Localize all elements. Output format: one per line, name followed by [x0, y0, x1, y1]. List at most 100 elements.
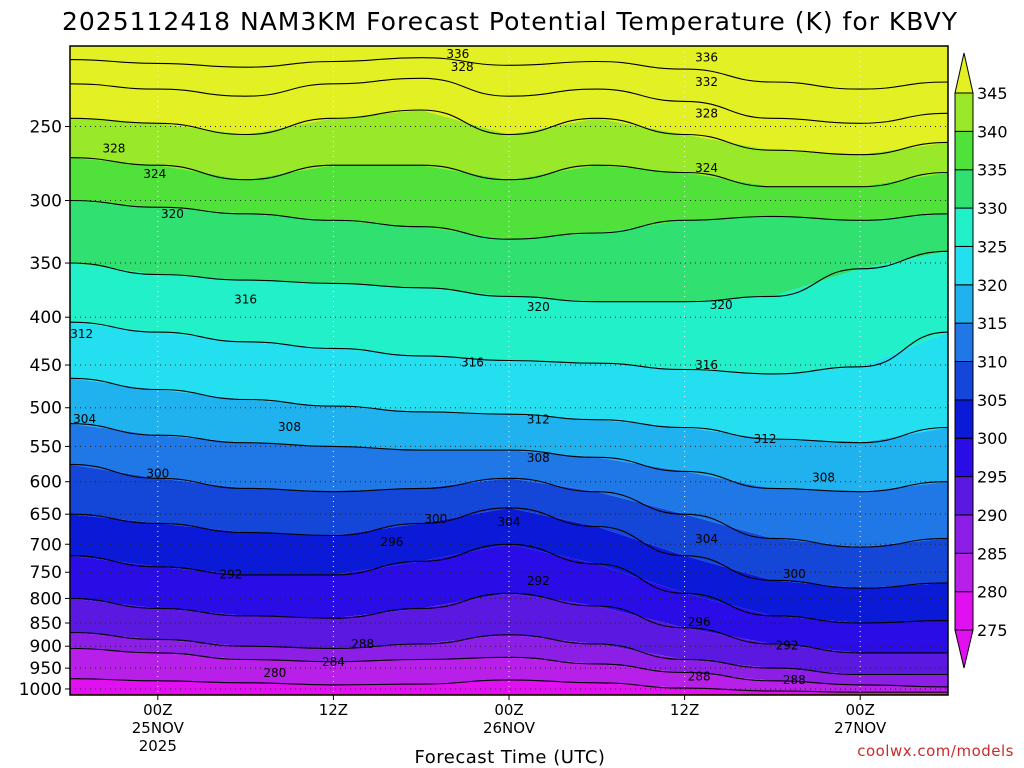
colorbar-label: 300 [977, 429, 1008, 448]
y-tick-label: 950 [30, 659, 62, 679]
y-tick-label: 450 [30, 356, 62, 376]
contour-label: 308 [278, 420, 301, 434]
contour-label: 288 [783, 673, 806, 687]
contour-label: 328 [102, 142, 125, 156]
contour-label: 328 [451, 60, 474, 74]
y-axis: 250 300 350 400 450 500 550 600 650 700 750 800 850 9… [19, 118, 70, 700]
temperature-band [70, 464, 948, 589]
contour-label: 312 [754, 432, 777, 446]
colorbar-label: 330 [977, 199, 1008, 218]
temperature-band [70, 322, 948, 443]
y-tick-label: 850 [30, 614, 62, 634]
contour-label: 300 [783, 567, 806, 581]
contour-line [70, 507, 948, 589]
colorbar-label: 315 [977, 314, 1008, 333]
colorbar-swatch [954, 207, 974, 247]
contour-line [70, 57, 948, 90]
y-tick-label: 700 [30, 535, 62, 555]
colorbar-swatch [954, 476, 974, 516]
contour-label: 336 [446, 47, 469, 61]
colorbar-swatch [954, 322, 974, 362]
contour-line [70, 321, 948, 375]
colorbar-label: 285 [977, 544, 1008, 563]
colorbar-label: 335 [977, 161, 1008, 180]
contour-label: 320 [161, 207, 184, 221]
x-tick-label: 00Z [143, 701, 172, 719]
colorbar-label: 340 [977, 122, 1008, 141]
contour-label: 296 [380, 535, 403, 549]
colorbar-swatch [954, 437, 974, 478]
contour-label: 332 [695, 75, 718, 89]
y-tick-label: 1000 [19, 680, 62, 700]
colorbar-label: 310 [977, 353, 1008, 372]
contour-label: 320 [527, 300, 550, 314]
contour-label: 308 [812, 471, 835, 485]
contour-label: 288 [688, 670, 711, 684]
colorbar-label: 275 [977, 621, 1008, 640]
contour-label: 284 [322, 655, 345, 669]
contour-label: 308 [527, 451, 550, 465]
contour-line [70, 423, 948, 493]
contour-line [70, 631, 948, 676]
contour-label: 320 [710, 298, 733, 312]
x-tick-label: 27NOV [834, 719, 887, 737]
colorbar-swatch [954, 514, 974, 554]
colorbar-swatch [954, 130, 974, 171]
contour-line [70, 647, 948, 688]
contour-label: 304 [498, 515, 521, 529]
colorbar-swatch [954, 552, 974, 593]
contour-line [70, 109, 948, 156]
contour-label: 312 [527, 413, 550, 427]
contour-label: 312 [70, 327, 93, 341]
colorbar: 275 280 285 290 295 300 305 310 315 320 325 330 335 3… [954, 52, 1008, 669]
x-tick-label: 25NOV [132, 719, 185, 737]
y-tick-label: 500 [30, 399, 62, 419]
colorbar-swatch [954, 284, 974, 324]
credit-text: coolwx.com/models [857, 742, 1014, 760]
contour-label: 316 [461, 355, 484, 369]
contour-label: 300 [424, 512, 447, 526]
contour-label: 336 [695, 51, 718, 65]
x-tick-label: 12Z [670, 701, 699, 719]
temperature-band [70, 593, 948, 675]
y-tick-label: 350 [30, 254, 62, 274]
colorbar-label: 305 [977, 391, 1008, 410]
colorbar-swatch [954, 92, 974, 132]
temperature-band [70, 57, 948, 124]
colorbar-label: 295 [977, 468, 1008, 487]
colorbar-label: 325 [977, 237, 1008, 256]
colorbar-swatch [954, 591, 974, 631]
colorbar-swatch [954, 399, 974, 439]
colorbar-label: 280 [977, 583, 1008, 602]
temperature-band [70, 378, 948, 492]
contour-line [70, 77, 948, 124]
contour-label: 288 [351, 637, 374, 651]
colorbar-top-arrow [954, 52, 974, 94]
colorbar-swatch [954, 361, 974, 401]
colorbar-label: 290 [977, 506, 1008, 525]
colorbar-label: 345 [977, 84, 1008, 103]
contour-line [70, 463, 948, 548]
temperature-band [70, 507, 948, 623]
colorbar-label: 320 [977, 276, 1008, 295]
y-tick-label: 250 [30, 118, 62, 138]
contour-label: 324 [143, 167, 166, 181]
x-tick-label: 12Z [319, 701, 348, 719]
temperature-band [70, 544, 948, 653]
y-tick-label: 650 [30, 505, 62, 525]
contour-label: 296 [688, 615, 711, 629]
contour-line [70, 592, 948, 654]
colorbar-swatch [954, 245, 974, 286]
chart-title: 2025112418 NAM3KM Forecast Potential Tem… [62, 7, 958, 36]
y-tick-label: 800 [30, 589, 62, 609]
contour-line [70, 250, 948, 303]
y-tick-label: 400 [30, 308, 62, 328]
contour-label: 304 [73, 412, 96, 426]
x-tick-label: 2025 [139, 737, 177, 755]
temperature-band [70, 157, 948, 240]
colorbar-bottom-arrow [954, 629, 974, 669]
x-tick-label: 00Z [846, 701, 875, 719]
contour-label: 328 [695, 106, 718, 120]
contour-label: 316 [695, 358, 718, 372]
